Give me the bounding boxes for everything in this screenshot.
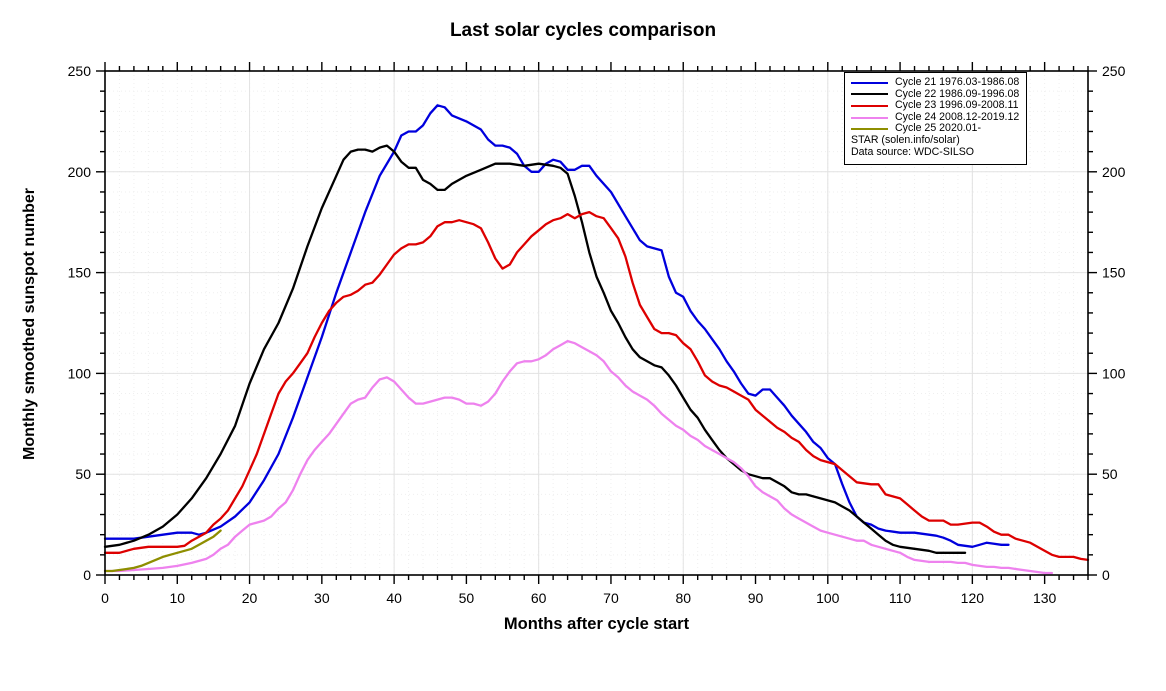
x-tick-label: 20 — [242, 590, 258, 606]
x-axis-label: Months after cycle start — [503, 615, 690, 633]
y-tick-label-left: 50 — [75, 466, 91, 482]
y-tick-label-left: 150 — [68, 265, 92, 281]
legend-label: Cycle 22 1986.09-1996.08 — [895, 87, 1020, 100]
x-tick-label: 10 — [169, 590, 185, 606]
legend-item-cycle-22: Cycle 22 1986.09-1996.08 — [851, 87, 1020, 101]
legend: Cycle 21 1976.03-1986.08 Cycle 22 1986.09… — [844, 72, 1027, 165]
x-tick-label: 100 — [816, 590, 840, 606]
chart-title: Last solar cycles comparison — [449, 20, 717, 41]
series-line-23 — [103, 210, 1090, 562]
legend-item-cycle-23: Cycle 23 1996.09-2008.11 — [851, 100, 1020, 112]
x-tick-label: 80 — [675, 590, 691, 606]
legend-line-swatch — [851, 104, 888, 107]
x-tick-label: 50 — [459, 590, 475, 606]
y-tick-label-right: 250 — [1102, 63, 1126, 79]
series-line-22 — [103, 144, 967, 554]
legend-line-swatch — [851, 116, 888, 119]
x-tick-label: 30 — [314, 590, 330, 606]
y-tick-label-left: 250 — [68, 63, 92, 79]
legend-label: Cycle 25 2020.01- — [895, 122, 981, 135]
y-tick-label-left: 0 — [83, 567, 91, 583]
x-tick-label: 40 — [386, 590, 402, 606]
y-tick-label-left: 100 — [68, 365, 92, 381]
legend-item-cycle-21: Cycle 21 1976.03-1986.08 — [851, 76, 1020, 89]
x-tick-label: 110 — [889, 590, 912, 606]
legend-label: Cycle 23 1996.09-2008.11 — [895, 99, 1019, 112]
legend-item-cycle-25: Cycle 25 2020.01- — [851, 123, 1020, 135]
y-tick-label-right: 50 — [1102, 466, 1118, 482]
legend-label: Cycle 24 2008.12-2019.12 — [895, 110, 1020, 123]
x-tick-label: 130 — [1033, 590, 1057, 606]
x-tick-label: 120 — [961, 590, 985, 606]
legend-item-cycle-24: Cycle 24 2008.12-2019.12 — [851, 110, 1020, 124]
legend-note-1: STAR (solen.info/solar) — [851, 133, 960, 146]
legend-note-2: Data source: WDC-SILSO — [851, 145, 975, 158]
x-tick-label: 90 — [748, 590, 764, 606]
y-tick-label-right: 100 — [1102, 365, 1126, 381]
series-line-24 — [103, 339, 1054, 575]
legend-line-swatch — [851, 128, 888, 131]
legend-label: Cycle 21 1976.03-1986.08 — [895, 76, 1020, 88]
y-tick-label-right: 150 — [1102, 265, 1126, 281]
y-tick-label-right: 200 — [1102, 164, 1126, 180]
x-tick-label: 70 — [603, 590, 619, 606]
x-tick-label: 0 — [101, 590, 109, 606]
y-tick-label-right: 0 — [1102, 567, 1110, 583]
legend-line-swatch — [851, 93, 888, 96]
x-tick-label: 60 — [531, 590, 547, 606]
legend-line-swatch — [851, 81, 888, 84]
y-tick-label-left: 200 — [68, 164, 92, 180]
series-line-25 — [103, 529, 222, 573]
series-line-21 — [103, 104, 1010, 548]
